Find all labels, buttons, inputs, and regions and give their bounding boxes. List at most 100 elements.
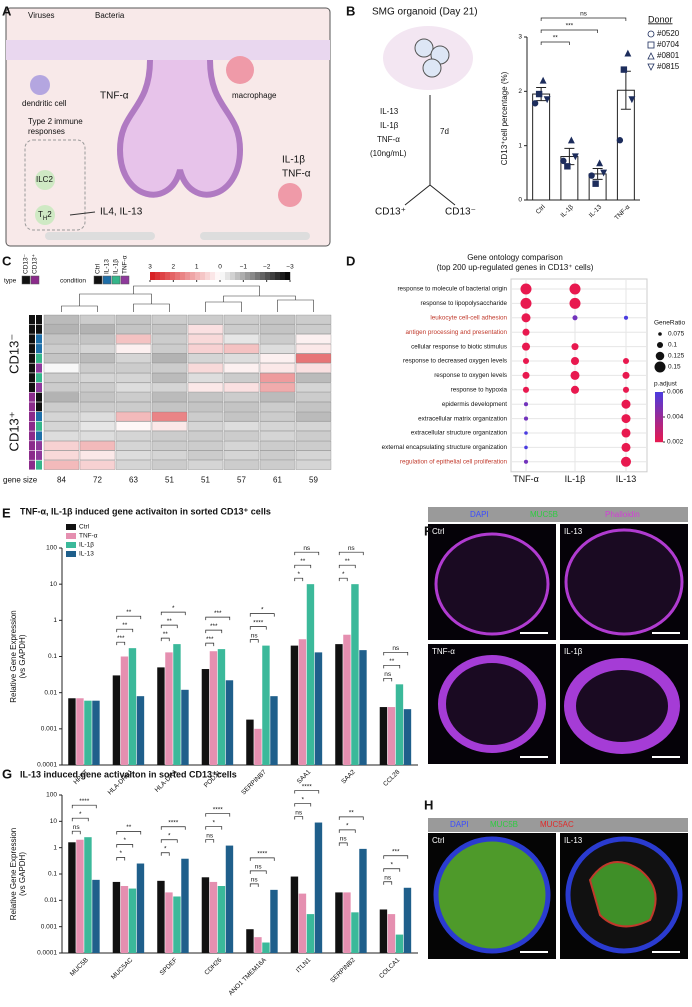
colorbar-segment: [655, 409, 663, 413]
colorbar-tick-label: 0: [218, 264, 222, 271]
heatmap-cell: [43, 343, 80, 354]
organoid-section: [438, 655, 546, 753]
gene-size: 57: [237, 475, 246, 484]
heatmap-cell: [79, 373, 116, 383]
condition-label: IL-1β: [564, 647, 583, 656]
significance-bracket: [249, 857, 275, 861]
dot: [570, 370, 580, 380]
row-condition: [36, 344, 42, 354]
significance-bracket: [249, 639, 259, 643]
significance-bracket: [205, 629, 223, 634]
channel-label: DAPI: [450, 820, 469, 829]
bar: [92, 700, 100, 765]
bar: [395, 934, 404, 953]
row-condition: [36, 382, 42, 392]
macrophage-cell: [278, 183, 302, 207]
bar: [246, 719, 254, 765]
heatmap-cell: [43, 382, 80, 393]
row-type: [29, 412, 35, 422]
dot: [520, 283, 532, 295]
outcome: CD13⁻: [445, 207, 476, 218]
dendrogram: [133, 285, 260, 296]
bar: [225, 680, 234, 765]
dot: [622, 357, 630, 365]
heatmap-cell: [187, 353, 224, 364]
bar: [306, 914, 315, 953]
significance-bracket: [249, 870, 267, 874]
dendrogram: [133, 303, 170, 312]
colorbar-segment: [655, 397, 663, 400]
significance-bracket: [205, 813, 231, 817]
significance-bracket: [160, 839, 178, 843]
heatmap-cell: [151, 411, 188, 422]
panel-h-images: DAPI MUC5B MUC5AC Ctrl IL-13: [428, 818, 688, 959]
legend-swatch: [66, 542, 76, 548]
y-tick-label: 0: [518, 197, 522, 204]
heatmap-cell: [151, 402, 188, 412]
significance-bracket: [71, 817, 89, 822]
significance-label: ns: [384, 874, 392, 881]
channel-label: MUC5B: [490, 820, 518, 829]
dot: [520, 297, 532, 309]
heatmap-cell: [115, 431, 152, 441]
dot: [572, 315, 578, 321]
heatmap-cell: [79, 421, 116, 431]
bar: [181, 689, 189, 765]
colorbar-segment: [225, 272, 231, 280]
bar: [157, 880, 165, 953]
heatmap-cell: [259, 450, 296, 461]
condition-label: IL-13: [564, 836, 583, 845]
colorbar-segment: [180, 272, 186, 280]
colorbar-segment: [200, 272, 206, 280]
significance-bracket: [383, 855, 409, 859]
term-label: external encapsulating structure organiz…: [382, 444, 508, 451]
heatmap-cell: [259, 382, 296, 393]
x-tick-label: MUC5AC: [110, 956, 135, 981]
bar: [359, 848, 367, 953]
th2-part: H: [43, 216, 47, 222]
legend-title: GeneRatio: [654, 320, 685, 327]
legend-marker: [647, 30, 655, 38]
legend-marker: [647, 52, 655, 60]
bar: [532, 93, 551, 201]
organoid-section: [564, 528, 684, 636]
size-legend-dot: [658, 332, 662, 336]
legend-label: IL-13: [79, 551, 94, 558]
heatmap-cell: [115, 421, 152, 431]
bar: [270, 696, 278, 765]
condition-legend-label: Ctrl: [95, 263, 102, 274]
bar: [92, 879, 100, 953]
significance-label: ****: [257, 851, 268, 858]
panel-b-schematic: [383, 26, 473, 206]
row-condition: [36, 315, 42, 325]
row-condition: [36, 392, 42, 402]
significance-label: ***: [392, 848, 400, 855]
term-label: extracellular matrix organization: [418, 415, 507, 422]
chart-title: TNF-α, IL-1β induced gene activaiton in …: [20, 506, 271, 516]
significance-bracket: [116, 831, 142, 835]
significance-bracket: [338, 577, 348, 582]
significance-label: *: [212, 819, 215, 826]
heatmap-cell: [43, 392, 80, 402]
colorbar-segment: [655, 407, 663, 410]
row-type: [29, 421, 35, 431]
bar: [112, 675, 121, 765]
significance-label: ***: [214, 610, 222, 617]
colorbar-segment: [170, 272, 176, 280]
heatmap-cell: [295, 382, 332, 393]
colorbar-tick-label: 1: [195, 264, 199, 271]
heatmap-cell: [223, 353, 260, 364]
significance-bracket: [383, 664, 401, 669]
heatmap-cell: [43, 460, 80, 470]
significance-bracket: [383, 651, 409, 656]
bar: [120, 886, 129, 953]
heatmap-cell: [259, 411, 296, 422]
significance-bracket: [249, 626, 267, 630]
heatmap-cell: [187, 392, 224, 402]
legend-marker: [647, 41, 655, 49]
heatmap-cell: [259, 363, 296, 373]
label: macrophage: [232, 91, 277, 100]
heatmap-cell: [259, 460, 296, 470]
colorbar-segment: [265, 272, 271, 280]
heatmap-cell: [223, 382, 260, 393]
